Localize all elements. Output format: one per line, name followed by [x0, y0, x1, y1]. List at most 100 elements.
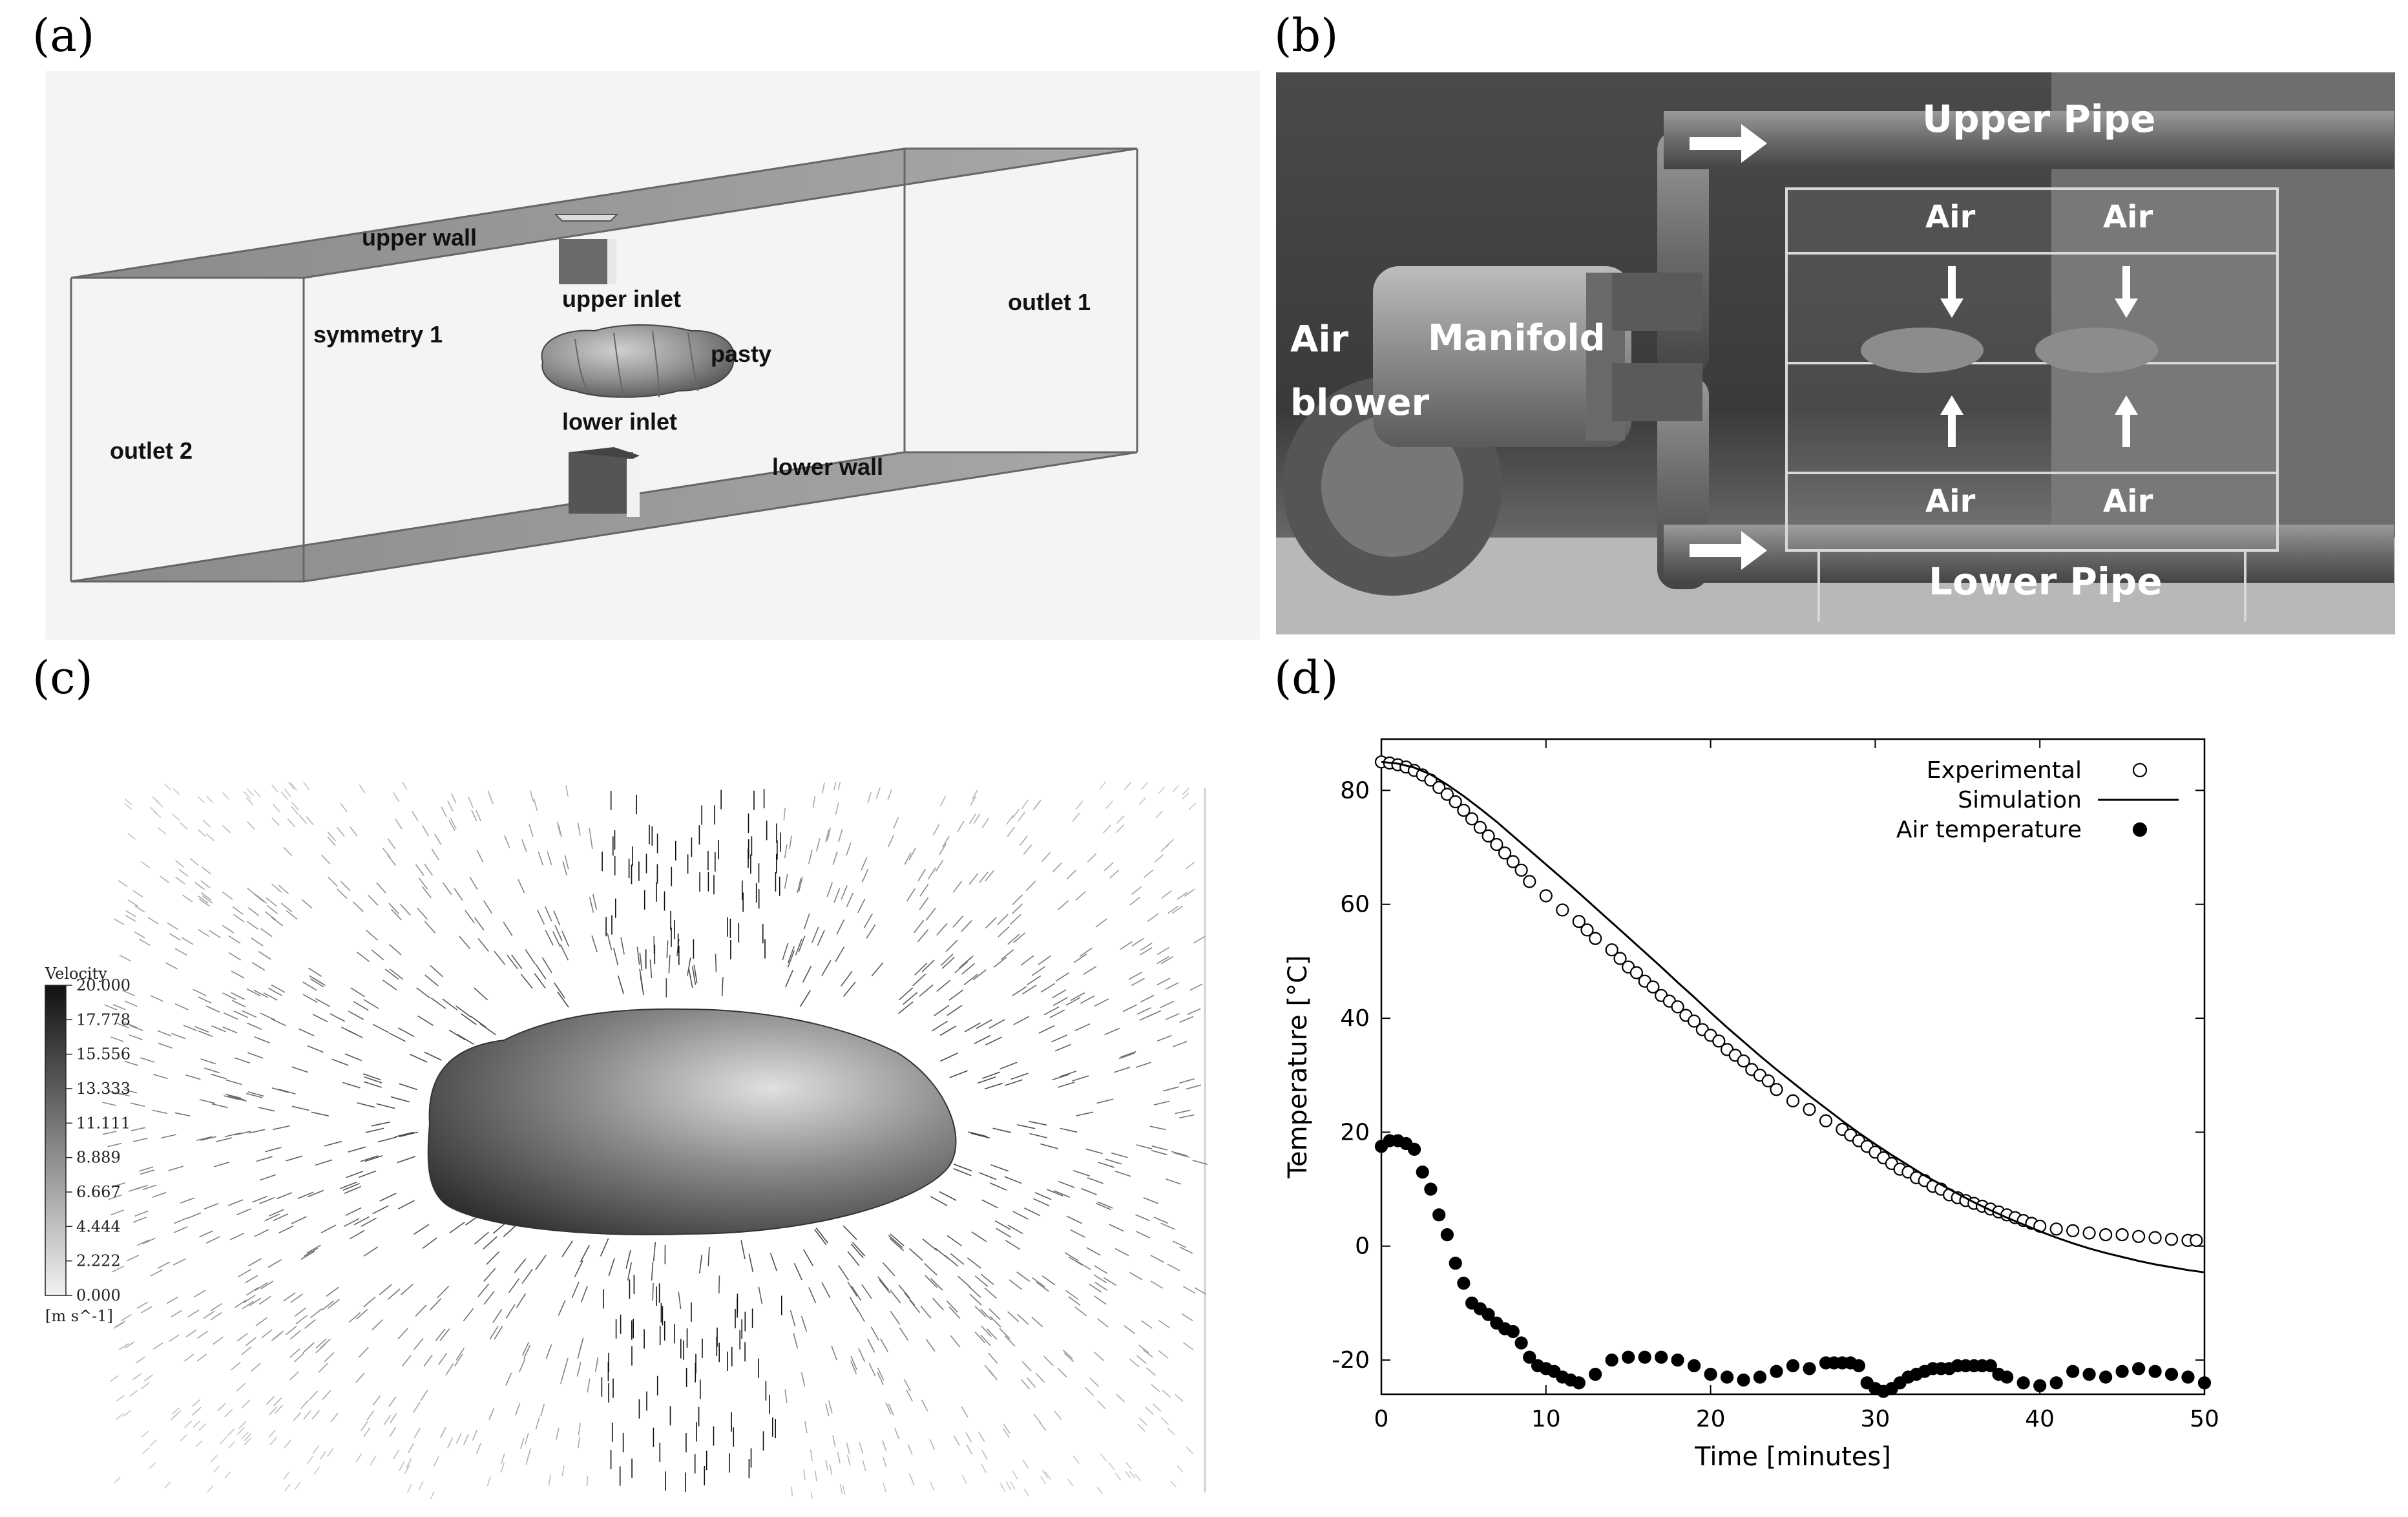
velocity-vector	[291, 806, 299, 815]
velocity-vector	[1116, 1394, 1125, 1403]
velocity-vector	[791, 1486, 793, 1497]
velocity-vector	[410, 1054, 428, 1063]
velocity-vector	[246, 921, 259, 930]
velocity-vector	[1065, 1290, 1078, 1300]
velocity-vector	[132, 1137, 148, 1142]
point-experimental	[2115, 1228, 2129, 1242]
velocity-vector	[890, 1310, 901, 1325]
velocity-vector	[525, 949, 536, 965]
colorbar-tick-label: 2.222	[76, 1252, 121, 1270]
velocity-vector	[104, 1004, 118, 1010]
velocity-vector	[1007, 826, 1015, 837]
velocity-vector	[216, 1137, 233, 1142]
velocity-vector	[934, 1005, 950, 1016]
velocity-vector	[412, 810, 419, 822]
velocity-vector	[835, 802, 839, 815]
velocity-vector	[748, 1253, 754, 1273]
velocity-vector	[1058, 900, 1069, 910]
velocity-vector	[308, 975, 323, 985]
label-air-upper-right: Air	[2103, 199, 2153, 235]
velocity-vector	[1181, 1313, 1193, 1321]
velocity-vector	[1077, 1261, 1091, 1270]
velocity-vector	[1027, 1377, 1036, 1388]
point-experimental	[1761, 1074, 1775, 1088]
velocity-vector	[817, 930, 825, 946]
velocity-vector	[1129, 1470, 1136, 1479]
velocity-vector	[1053, 1190, 1071, 1198]
velocity-vector	[1108, 1462, 1115, 1470]
velocity-vector	[1116, 824, 1125, 833]
velocity-vector	[388, 944, 402, 956]
velocity-vector	[293, 1352, 304, 1363]
velocity-vector	[1058, 1180, 1075, 1188]
point-experimental	[1629, 966, 1644, 979]
velocity-vector	[364, 1155, 383, 1162]
velocity-vector	[274, 1405, 283, 1414]
velocity-vector	[1064, 1252, 1079, 1262]
velocity-vector	[327, 1299, 340, 1310]
velocity-vector	[222, 792, 230, 800]
velocity-vector	[140, 1306, 152, 1313]
velocity-vector	[1034, 1192, 1052, 1200]
velocity-vector	[431, 848, 439, 861]
velocity-vector	[843, 1225, 857, 1240]
velocity-vector	[320, 1338, 331, 1349]
velocity-vector	[558, 1300, 566, 1316]
velocity-vector	[483, 1268, 496, 1282]
velocity-vector	[129, 1390, 138, 1397]
velocity-vector	[136, 1239, 150, 1246]
velocity-vector	[302, 994, 318, 1003]
point-experimental	[1440, 788, 1454, 801]
velocity-vector	[625, 1250, 631, 1269]
velocity-vector	[198, 1423, 207, 1431]
velocity-vector	[1098, 1162, 1115, 1168]
velocity-vector	[401, 1355, 412, 1367]
velocity-vector	[1146, 1367, 1156, 1376]
velocity-vector	[953, 1168, 972, 1177]
velocity-vector	[126, 1255, 140, 1262]
velocity-vector	[529, 824, 534, 837]
velocity-vector	[289, 1348, 300, 1358]
velocity-vector	[939, 1025, 957, 1036]
velocity-vector	[143, 1374, 153, 1382]
velocity-vector	[1094, 1265, 1108, 1274]
x-tick-label: 20	[1696, 1406, 1726, 1432]
velocity-vector	[968, 1286, 981, 1298]
velocity-vector	[371, 1122, 390, 1127]
velocity-vector	[387, 838, 396, 850]
velocity-vector	[1007, 1224, 1023, 1235]
velocity-vector	[521, 1341, 530, 1356]
velocity-vector	[521, 1268, 533, 1284]
velocity-vector	[932, 824, 940, 836]
velocity-vector	[908, 1472, 914, 1483]
velocity-vector	[420, 1389, 428, 1401]
velocity-vector	[1019, 835, 1028, 846]
velocity-vector	[422, 825, 430, 837]
velocity-vector	[102, 1102, 117, 1106]
velocity-vector	[445, 1363, 454, 1376]
velocity-vector	[838, 1264, 849, 1281]
velocity-vector	[879, 1279, 890, 1293]
velocity-vector	[224, 1095, 240, 1100]
velocity-vector	[470, 1016, 487, 1028]
velocity-vector	[1043, 1006, 1060, 1016]
velocity-vector	[253, 989, 268, 998]
velocity-vector	[397, 1027, 415, 1038]
velocity-vector	[415, 1304, 427, 1317]
velocity-vector	[907, 1444, 913, 1455]
velocity-vector	[1096, 1202, 1112, 1211]
velocity-vector	[942, 835, 950, 848]
velocity-vector	[171, 1032, 186, 1040]
velocity-vector	[556, 822, 561, 835]
velocity-vector	[885, 1402, 892, 1415]
velocity-vector	[164, 1481, 171, 1489]
velocity-vector	[363, 1246, 379, 1257]
velocity-vector	[434, 833, 442, 845]
velocity-vector	[940, 954, 954, 966]
velocity-vector	[866, 924, 876, 939]
velocity-vector	[227, 1428, 235, 1437]
point-experimental	[1737, 1054, 1750, 1068]
velocity-vector	[930, 1481, 935, 1491]
velocity-vector	[908, 1248, 923, 1261]
velocity-vector	[1128, 972, 1142, 980]
